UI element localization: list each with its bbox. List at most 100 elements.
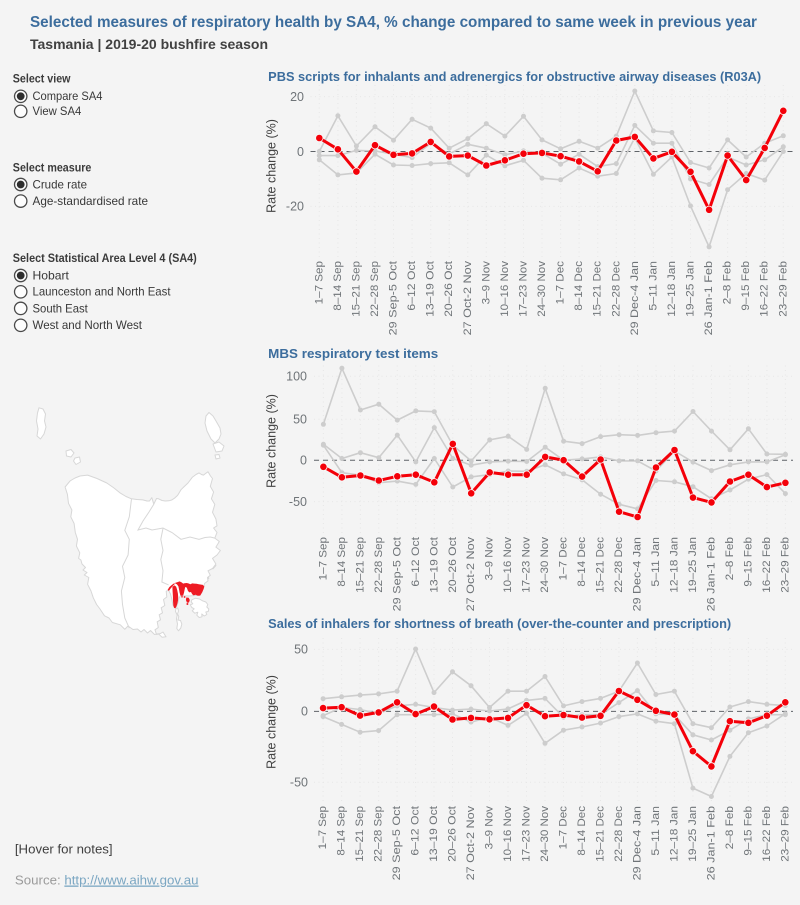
svg-text:22–28 Sep: 22–28 Sep [369, 261, 381, 317]
svg-text:24–30 Nov: 24–30 Nov [536, 260, 548, 316]
svg-text:26 Jan-1 Feb: 26 Jan-1 Feb [705, 806, 717, 880]
svg-text:0: 0 [300, 454, 307, 468]
svg-text:1–7 Dec: 1–7 Dec [555, 260, 567, 304]
svg-text:3–9 Nov: 3–9 Nov [480, 260, 492, 304]
svg-text:15–21 Sep: 15–21 Sep [350, 261, 362, 317]
svg-text:Hobart: Hobart [33, 268, 70, 282]
svg-text:Rate change (%): Rate change (%) [265, 119, 279, 213]
svg-text:26 Jan-1 Feb: 26 Jan-1 Feb [706, 537, 718, 611]
svg-text:Tasmania | 2019-20 bushfire se: Tasmania | 2019-20 bushfire season [30, 37, 268, 53]
svg-text:10–16 Nov: 10–16 Nov [499, 260, 511, 316]
svg-text:6–12 Oct: 6–12 Oct [406, 261, 418, 311]
svg-text:15–21 Dec: 15–21 Dec [595, 805, 607, 861]
svg-text:23–29 Feb: 23–29 Feb [777, 261, 789, 317]
svg-text:West and North West: West and North West [33, 318, 143, 332]
svg-text:29 Sep-5 Oct: 29 Sep-5 Oct [391, 537, 403, 611]
svg-text:16–22 Feb: 16–22 Feb [761, 806, 773, 862]
svg-text:13–19 Oct: 13–19 Oct [428, 806, 440, 862]
svg-text:5–11 Jan: 5–11 Jan [650, 537, 662, 587]
svg-text:23–29 Feb: 23–29 Feb [779, 537, 791, 593]
svg-text:50: 50 [294, 643, 308, 657]
svg-text:1–7 Sep: 1–7 Sep [317, 806, 329, 849]
svg-text:1–7 Sep: 1–7 Sep [317, 537, 329, 580]
svg-text:19–25 Jan: 19–25 Jan [687, 806, 699, 862]
svg-text:20–26 Oct: 20–26 Oct [443, 261, 455, 317]
svg-text:Age-standardised rate: Age-standardised rate [33, 194, 149, 208]
svg-text:9–15 Feb: 9–15 Feb [742, 806, 754, 856]
svg-text:-50: -50 [290, 776, 308, 790]
svg-text:2–8 Feb: 2–8 Feb [722, 261, 734, 304]
svg-text:29 Dec-4 Jan: 29 Dec-4 Jan [632, 537, 644, 611]
svg-text:-20: -20 [286, 200, 304, 214]
svg-text:2–8 Feb: 2–8 Feb [724, 537, 736, 580]
svg-text:0: 0 [301, 705, 308, 719]
svg-text:22–28 Dec: 22–28 Dec [613, 805, 625, 861]
svg-text:Select Statistical Area Level: Select Statistical Area Level 4 (SA4) [13, 253, 197, 265]
svg-text:Crude rate: Crude rate [33, 177, 88, 191]
svg-text:MBS respiratory test items: MBS respiratory test items [268, 347, 438, 361]
svg-text:20–26 Oct: 20–26 Oct [447, 806, 459, 862]
svg-text:View SA4: View SA4 [33, 104, 82, 118]
svg-text:27 Oct-2 Nov: 27 Oct-2 Nov [465, 536, 477, 611]
svg-text:Rate change (%): Rate change (%) [265, 675, 279, 769]
svg-text:Rate change (%): Rate change (%) [265, 394, 279, 488]
svg-text:1–7 Dec: 1–7 Dec [558, 805, 570, 849]
svg-text:29 Sep-5 Oct: 29 Sep-5 Oct [388, 261, 400, 335]
svg-text:12–18 Jan: 12–18 Jan [666, 261, 678, 317]
svg-text:8–14 Sep: 8–14 Sep [336, 537, 348, 587]
svg-text:17–23 Nov: 17–23 Nov [521, 805, 533, 861]
svg-text:8–14 Sep: 8–14 Sep [336, 806, 348, 856]
svg-text:16–22 Feb: 16–22 Feb [759, 261, 771, 317]
svg-text:22–28 Sep: 22–28 Sep [373, 806, 385, 862]
svg-text:29 Sep-5 Oct: 29 Sep-5 Oct [391, 806, 403, 880]
svg-text:20–26 Oct: 20–26 Oct [447, 537, 459, 593]
svg-text:15–21 Sep: 15–21 Sep [354, 537, 366, 593]
svg-text:-50: -50 [289, 495, 307, 509]
svg-text:[Hover for notes]: [Hover for notes] [15, 843, 113, 857]
svg-text:24–30 Nov: 24–30 Nov [539, 805, 551, 861]
svg-text:0: 0 [297, 145, 304, 159]
svg-text:19–25 Jan: 19–25 Jan [685, 261, 697, 317]
svg-text:100: 100 [286, 370, 307, 384]
svg-text:19–25 Jan: 19–25 Jan [687, 537, 699, 593]
svg-text:8–14 Sep: 8–14 Sep [332, 261, 344, 311]
svg-text:6–12 Oct: 6–12 Oct [410, 537, 422, 587]
svg-text:16–22 Feb: 16–22 Feb [761, 537, 773, 593]
svg-text:13–19 Oct: 13–19 Oct [428, 537, 440, 593]
svg-text:10–16 Nov: 10–16 Nov [502, 805, 514, 861]
svg-text:15–21 Sep: 15–21 Sep [354, 806, 366, 862]
svg-text:Select view: Select view [13, 74, 71, 86]
svg-text:17–23 Nov: 17–23 Nov [518, 260, 530, 316]
svg-text:23–29 Feb: 23–29 Feb [779, 806, 791, 862]
svg-text:29 Dec-4 Jan: 29 Dec-4 Jan [629, 261, 641, 335]
svg-text:5–11 Jan: 5–11 Jan [650, 806, 662, 856]
svg-text:1–7 Dec: 1–7 Dec [558, 536, 570, 580]
svg-text:12–18 Jan: 12–18 Jan [668, 806, 680, 862]
svg-text:27 Oct-2 Nov: 27 Oct-2 Nov [462, 260, 474, 335]
svg-text:15–21 Dec: 15–21 Dec [592, 260, 604, 316]
svg-text:9–15 Feb: 9–15 Feb [740, 261, 752, 311]
svg-text:3–9 Nov: 3–9 Nov [484, 805, 496, 849]
svg-text:3–9 Nov: 3–9 Nov [484, 536, 496, 580]
svg-text:24–30 Nov: 24–30 Nov [539, 536, 551, 592]
svg-text:27 Oct-2 Nov: 27 Oct-2 Nov [465, 805, 477, 880]
svg-text:2–8 Feb: 2–8 Feb [724, 806, 736, 849]
svg-text:5–11 Jan: 5–11 Jan [647, 261, 659, 311]
svg-text:South East: South East [33, 301, 89, 315]
svg-text:20: 20 [290, 90, 304, 104]
svg-text:50: 50 [293, 413, 307, 427]
svg-text:PBS scripts for inhalants and: PBS scripts for inhalants and adrenergic… [268, 70, 761, 84]
svg-text:Sales of inhalers for shortnes: Sales of inhalers for shortness of breat… [268, 617, 731, 631]
svg-text:9–15 Feb: 9–15 Feb [742, 537, 754, 587]
svg-text:1–7 Sep: 1–7 Sep [313, 261, 325, 304]
svg-text:13–19 Oct: 13–19 Oct [425, 261, 437, 317]
svg-text:10–16 Nov: 10–16 Nov [502, 536, 514, 592]
svg-text:22–28 Dec: 22–28 Dec [610, 260, 622, 316]
svg-text:12–18 Jan: 12–18 Jan [669, 537, 681, 593]
svg-text:22–28 Sep: 22–28 Sep [373, 537, 385, 593]
svg-text:8–14 Dec: 8–14 Dec [576, 536, 588, 586]
svg-text:Source: http://www.aihw.gov.au: Source: http://www.aihw.gov.au [15, 873, 199, 888]
svg-text:15–21 Dec: 15–21 Dec [595, 536, 607, 592]
svg-text:Selected measures of respirato: Selected measures of respiratory health … [30, 14, 757, 31]
svg-text:Compare SA4: Compare SA4 [33, 89, 103, 103]
